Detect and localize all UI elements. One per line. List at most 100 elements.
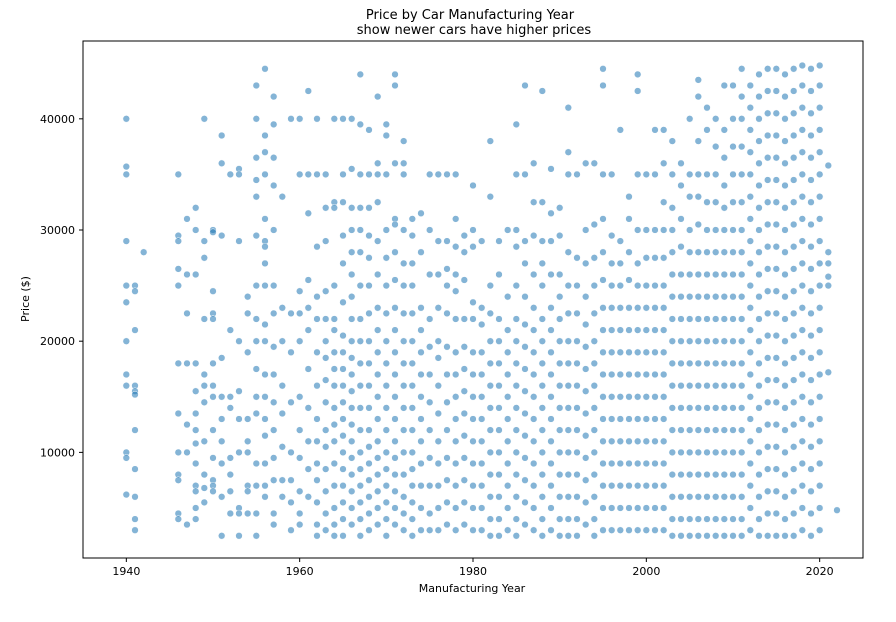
data-point [608, 482, 616, 490]
data-point [356, 281, 364, 290]
data-point [382, 226, 390, 234]
data-point [712, 226, 720, 234]
data-point [703, 515, 711, 523]
data-point [400, 470, 408, 479]
data-point [625, 276, 633, 284]
data-point [582, 365, 590, 373]
data-point [434, 459, 442, 468]
data-point [122, 370, 130, 379]
data-point [798, 281, 806, 290]
data-point [573, 170, 581, 179]
data-point [417, 370, 425, 379]
data-point [443, 265, 451, 273]
data-point [495, 337, 503, 345]
data-point [764, 154, 772, 162]
data-point [452, 348, 460, 356]
data-point [408, 231, 416, 240]
data-point [400, 509, 408, 518]
data-point [486, 309, 494, 318]
data-point [677, 470, 685, 479]
data-point [382, 515, 390, 523]
data-point [564, 148, 572, 156]
x-tick-label: 1980 [459, 565, 487, 578]
data-point [174, 359, 182, 368]
data-point [296, 170, 304, 179]
data-point [764, 131, 772, 140]
data-point [382, 254, 390, 262]
data-point [720, 359, 728, 368]
data-point [599, 248, 607, 256]
data-point [668, 337, 676, 345]
data-point [192, 387, 200, 395]
data-point [547, 526, 555, 534]
data-point [374, 326, 382, 334]
data-point [495, 470, 503, 479]
data-point [495, 359, 503, 368]
data-point [556, 231, 564, 240]
data-point [512, 426, 520, 434]
data-point [625, 248, 633, 256]
data-point [694, 448, 702, 457]
data-point [443, 170, 451, 179]
data-point [608, 326, 616, 334]
data-point [720, 248, 728, 256]
data-point [452, 270, 460, 279]
data-point [244, 509, 252, 518]
data-point [426, 426, 434, 434]
data-point [486, 137, 494, 145]
data-point [807, 420, 815, 429]
data-point [582, 454, 590, 462]
data-point [590, 448, 598, 457]
data-point [790, 331, 798, 340]
data-point [582, 432, 590, 440]
data-point [322, 376, 330, 384]
data-point [824, 248, 832, 256]
data-point [408, 515, 416, 523]
data-point [521, 170, 529, 179]
data-point [599, 437, 607, 445]
data-point [807, 465, 815, 473]
data-point [824, 161, 832, 170]
data-point [816, 459, 824, 468]
data-point [556, 448, 564, 457]
data-point [434, 526, 442, 534]
data-point [261, 482, 269, 490]
data-point [434, 482, 442, 490]
data-point [599, 326, 607, 334]
data-point [547, 270, 555, 279]
data-point [261, 320, 269, 329]
data-point [755, 426, 763, 434]
data-point [824, 368, 832, 376]
data-point [322, 287, 330, 295]
data-point [651, 281, 659, 290]
data-point [547, 437, 555, 445]
data-point [712, 198, 720, 206]
data-point [729, 382, 737, 390]
data-point [313, 532, 321, 540]
data-point [746, 81, 754, 90]
data-point [270, 476, 278, 484]
data-point [270, 226, 278, 234]
data-point [798, 504, 806, 512]
data-point [478, 482, 486, 490]
data-point [313, 115, 321, 123]
data-point [330, 315, 338, 323]
data-point [131, 526, 139, 534]
data-point [504, 326, 512, 334]
data-point [816, 482, 824, 490]
data-point [304, 326, 312, 334]
data-point [330, 326, 338, 334]
data-point [703, 315, 711, 323]
data-point [625, 304, 633, 312]
data-point [486, 493, 494, 501]
data-point [686, 470, 694, 479]
data-point [712, 293, 720, 301]
data-point [738, 198, 746, 206]
data-point [200, 398, 208, 406]
data-point [270, 309, 278, 318]
data-point [365, 426, 373, 434]
data-point [226, 393, 234, 401]
data-point [322, 337, 330, 345]
data-point [200, 370, 208, 379]
data-point [660, 482, 668, 490]
